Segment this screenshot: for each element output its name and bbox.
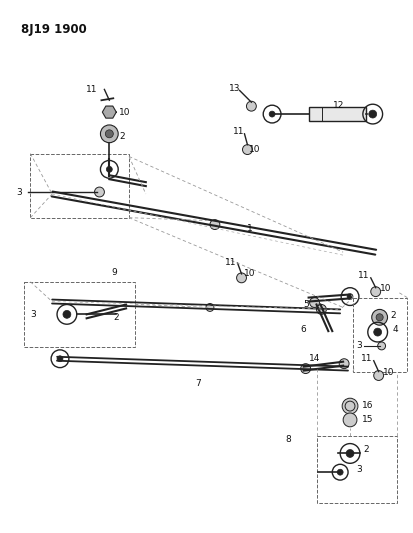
Text: 9: 9: [111, 269, 117, 277]
Circle shape: [343, 413, 357, 427]
Text: 2: 2: [364, 445, 370, 454]
Text: 14: 14: [309, 354, 320, 364]
Circle shape: [105, 130, 113, 138]
Circle shape: [310, 297, 320, 308]
Circle shape: [369, 110, 377, 118]
Circle shape: [346, 449, 354, 457]
Text: 11: 11: [358, 271, 370, 280]
Text: 4: 4: [392, 325, 398, 334]
Text: 3: 3: [356, 465, 362, 474]
Circle shape: [377, 342, 386, 350]
Text: 8: 8: [285, 435, 291, 444]
Bar: [316, 435, 397, 503]
Text: 10: 10: [244, 269, 255, 278]
Text: 11: 11: [85, 85, 97, 94]
Bar: [353, 297, 407, 372]
Circle shape: [376, 314, 383, 321]
Circle shape: [63, 310, 71, 318]
Circle shape: [342, 398, 358, 414]
Circle shape: [374, 370, 384, 381]
Circle shape: [206, 303, 214, 311]
Circle shape: [371, 287, 381, 296]
Bar: [309, 107, 366, 121]
Circle shape: [374, 328, 382, 336]
Circle shape: [95, 187, 104, 197]
Text: 11: 11: [225, 257, 236, 266]
Text: 3: 3: [356, 342, 362, 350]
Circle shape: [337, 469, 343, 475]
Circle shape: [339, 359, 349, 369]
Bar: [24, 282, 135, 347]
Text: 12: 12: [333, 101, 344, 110]
Text: 10: 10: [119, 108, 131, 117]
Text: 10: 10: [382, 368, 394, 377]
Circle shape: [269, 111, 275, 117]
Text: 13: 13: [229, 84, 240, 93]
Text: 3: 3: [31, 310, 36, 319]
Polygon shape: [102, 106, 116, 118]
Text: 2: 2: [390, 311, 396, 320]
Bar: [31, 154, 129, 217]
Circle shape: [372, 310, 387, 325]
Circle shape: [210, 220, 220, 230]
Text: 8J19 1900: 8J19 1900: [21, 23, 86, 36]
Text: 11: 11: [233, 127, 244, 136]
Circle shape: [242, 144, 252, 155]
Text: 2: 2: [119, 132, 125, 141]
Circle shape: [301, 364, 311, 374]
Text: 1: 1: [247, 224, 253, 233]
Text: 11: 11: [361, 354, 373, 364]
Text: 7: 7: [195, 379, 201, 388]
Text: 10: 10: [380, 284, 391, 293]
Circle shape: [57, 356, 63, 362]
Circle shape: [107, 166, 112, 172]
Circle shape: [100, 125, 118, 143]
Text: 2: 2: [113, 313, 119, 322]
Text: 15: 15: [362, 415, 373, 424]
Text: 3: 3: [17, 188, 22, 197]
Circle shape: [237, 273, 247, 283]
Circle shape: [316, 304, 326, 314]
Text: 16: 16: [362, 401, 373, 409]
Text: 6: 6: [301, 325, 306, 334]
Text: 10: 10: [249, 145, 261, 154]
Circle shape: [347, 294, 353, 300]
Text: 5: 5: [304, 300, 309, 309]
Circle shape: [247, 101, 256, 111]
